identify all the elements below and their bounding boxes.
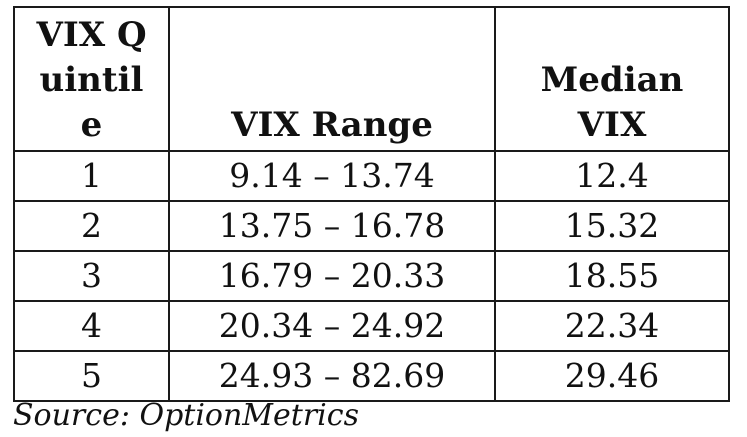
quintile-cell: 3 (13, 250, 170, 302)
table-header: VIX Quintile VIX Range Median VIX (13, 6, 730, 152)
range-cell: 16.79 – 20.33 (168, 250, 496, 302)
header-row: VIX Quintile VIX Range Median VIX (13, 6, 730, 152)
quintile-cell: 1 (13, 150, 170, 202)
vix-quintile-table: VIX Quintile VIX Range Median VIX 1 9.14… (13, 6, 730, 402)
table-row: 5 24.93 – 82.69 29.46 (13, 350, 730, 402)
median-cell: 18.55 (494, 250, 730, 302)
vix-quintile-table-container: VIX Quintile VIX Range Median VIX 1 9.14… (13, 6, 730, 402)
header-vix-quintile: VIX Quintile (13, 6, 170, 152)
table-row: 3 16.79 – 20.33 18.55 (13, 250, 730, 302)
table-body: 1 9.14 – 13.74 12.4 2 13.75 – 16.78 15.3… (13, 150, 730, 402)
median-cell: 15.32 (494, 200, 730, 252)
range-cell: 20.34 – 24.92 (168, 300, 496, 352)
quintile-cell: 2 (13, 200, 170, 252)
table-row: 1 9.14 – 13.74 12.4 (13, 150, 730, 202)
quintile-cell: 5 (13, 350, 170, 402)
median-cell: 29.46 (494, 350, 730, 402)
range-cell: 24.93 – 82.69 (168, 350, 496, 402)
source-note: Source: OptionMetrics (13, 398, 359, 433)
median-cell: 12.4 (494, 150, 730, 202)
table-row: 2 13.75 – 16.78 15.32 (13, 200, 730, 252)
table-row: 4 20.34 – 24.92 22.34 (13, 300, 730, 352)
header-median-vix-label: Median VIX (540, 60, 684, 145)
median-cell: 22.34 (494, 300, 730, 352)
header-vix-quintile-label: VIX Quintile (36, 15, 147, 145)
range-cell: 13.75 – 16.78 (168, 200, 496, 252)
quintile-cell: 4 (13, 300, 170, 352)
header-vix-range-label: VIX Range (231, 105, 433, 145)
header-vix-range: VIX Range (168, 6, 496, 152)
range-cell: 9.14 – 13.74 (168, 150, 496, 202)
header-median-vix: Median VIX (494, 6, 730, 152)
